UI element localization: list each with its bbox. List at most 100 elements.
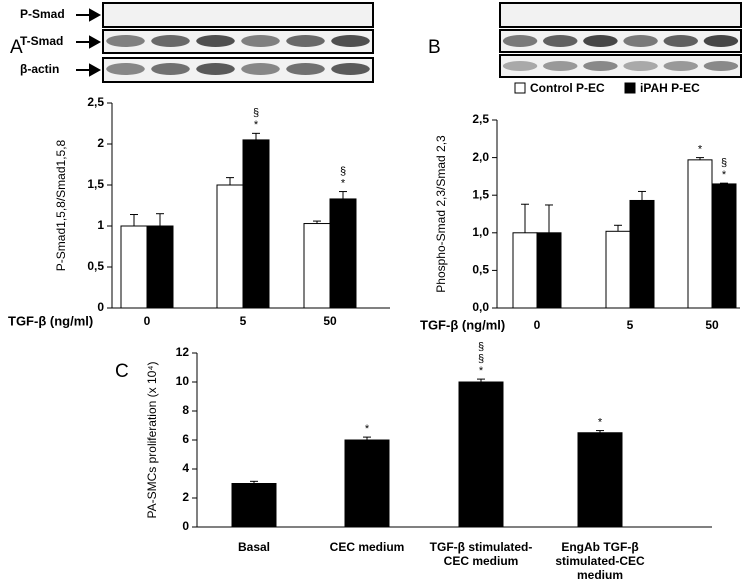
- annotation: §: [340, 165, 346, 177]
- x-tick-label: 50: [323, 314, 337, 328]
- annotation: *: [365, 423, 370, 435]
- bar: [216, 184, 244, 309]
- blot-strip: [499, 2, 742, 28]
- blot-band: [703, 35, 739, 47]
- y-tick-label: 2,5: [87, 95, 104, 109]
- blot-band: [196, 35, 235, 47]
- blot-band: [623, 61, 658, 71]
- annotation: *: [698, 144, 703, 156]
- annotation: *: [254, 119, 259, 131]
- blot-band: [331, 63, 370, 75]
- y-tick-label: 1: [97, 218, 104, 232]
- annotation: §: [721, 157, 727, 169]
- blot-strip: [499, 54, 742, 78]
- bar: [711, 183, 737, 309]
- bar: [242, 139, 270, 309]
- blot-band: [703, 61, 739, 71]
- blot-label: T-Smad: [20, 34, 63, 48]
- y-tick-label: 0: [182, 519, 189, 533]
- annotation: *: [479, 365, 484, 377]
- y-tick-label: 2: [182, 490, 189, 504]
- bar: [231, 483, 277, 528]
- legend-label: iPAH P-EC: [640, 81, 700, 95]
- bar: [629, 199, 655, 309]
- y-tick-label: 0,5: [87, 259, 104, 273]
- x-tick-label: CEC medium: [329, 540, 405, 554]
- y-tick-label: 0,5: [472, 263, 489, 277]
- y-tick-label: 0,0: [472, 300, 489, 314]
- blot-band: [151, 63, 190, 75]
- x-tick-label: Basal: [237, 540, 271, 554]
- blot-band: [196, 63, 235, 75]
- y-axis-label: Phospho-Smad 2,3/Smad 2,3: [434, 135, 448, 293]
- bar: [344, 439, 390, 528]
- bar: [512, 232, 538, 309]
- blot-band: [241, 63, 280, 75]
- legend-label: Control P-EC: [530, 81, 605, 95]
- blot-band: [623, 35, 658, 47]
- blot-band: [151, 35, 190, 47]
- y-tick-label: 12: [176, 345, 190, 359]
- annotation: *: [341, 177, 346, 189]
- bar: [120, 225, 148, 309]
- x-tick-label: 0: [534, 318, 541, 332]
- y-tick-label: 4: [182, 461, 189, 475]
- blot-band: [502, 35, 538, 47]
- legend-swatch: [514, 82, 526, 94]
- arrow-head: [89, 8, 102, 77]
- blot-strip: [102, 2, 374, 28]
- panel-label: A: [10, 37, 23, 58]
- y-tick-label: 10: [176, 374, 190, 388]
- annotation: *: [722, 169, 727, 181]
- annotation: *: [598, 416, 603, 428]
- x-tick-label: 50: [705, 318, 719, 332]
- x-tick-label: EngAb TGF-β stimulated-CEC medium: [555, 540, 645, 582]
- blot-strip: [102, 57, 374, 83]
- x-axis-label: TGF-β (ng/ml): [420, 317, 505, 332]
- bar: [536, 232, 562, 309]
- blot-band: [543, 61, 578, 71]
- blot-band: [331, 35, 370, 47]
- bar: [605, 230, 631, 309]
- bar: [687, 159, 713, 309]
- blot-band: [583, 35, 618, 47]
- blot-band: [286, 35, 325, 47]
- x-tick-label: 0: [144, 314, 151, 328]
- blot-band: [583, 61, 618, 71]
- y-tick-label: 1,0: [472, 225, 489, 239]
- blot-band: [106, 35, 145, 47]
- blot-bands: [106, 35, 739, 75]
- y-tick-label: 2,5: [472, 112, 489, 126]
- annotation: §: [478, 341, 484, 353]
- blot-label: P-Smad: [20, 7, 65, 21]
- blot-band: [241, 35, 280, 47]
- bar: [303, 223, 331, 309]
- arrows: [76, 8, 102, 77]
- bar: [329, 198, 357, 309]
- x-tick-label: 5: [627, 318, 634, 332]
- panel-label: B: [428, 37, 441, 58]
- legend-swatch: [624, 82, 636, 94]
- y-axis-label: P-Smad1,5,8/Smad1,5,8: [54, 139, 68, 271]
- annotation: §: [478, 353, 484, 365]
- blot-band: [663, 61, 698, 71]
- blot-band: [106, 63, 145, 75]
- bar: [577, 432, 623, 528]
- y-tick-label: 2: [97, 136, 104, 150]
- blot-band: [286, 63, 325, 75]
- y-axis-label: PA-SMCs proliferation (x 10⁴): [145, 362, 159, 519]
- annotation: §: [253, 107, 259, 119]
- panel-label: C: [115, 361, 129, 382]
- blot-band: [543, 35, 578, 47]
- y-tick-label: 6: [182, 432, 189, 446]
- blot-label: β-actin: [20, 62, 59, 76]
- blot-band: [502, 61, 538, 71]
- blot-band: [663, 35, 698, 47]
- bar: [146, 225, 174, 309]
- x-tick-label: TGF-β stimulated-CEC medium: [429, 540, 533, 568]
- bar: [458, 381, 504, 528]
- y-tick-label: 1,5: [87, 177, 104, 191]
- x-tick-label: 5: [240, 314, 247, 328]
